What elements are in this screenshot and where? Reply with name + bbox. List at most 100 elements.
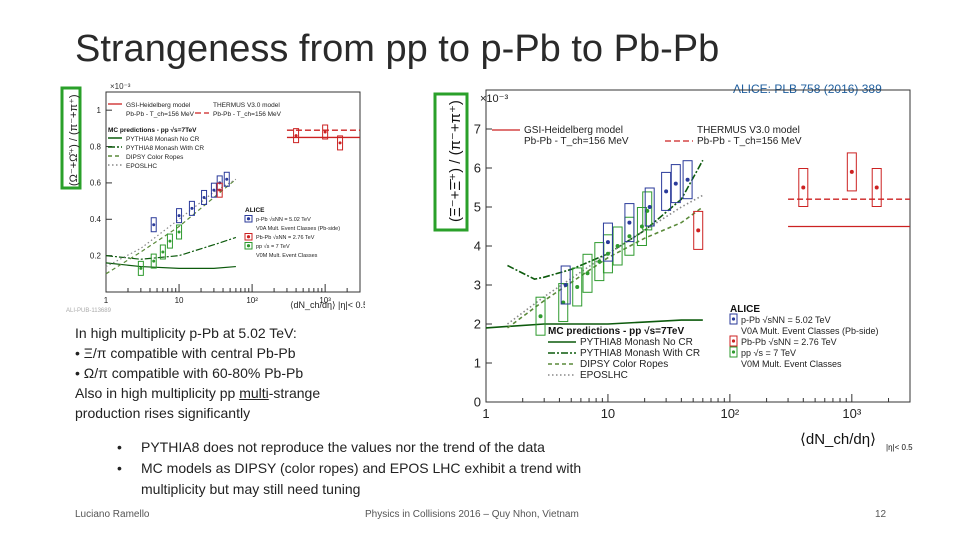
x-tick-label: 10 — [601, 406, 615, 421]
data-syst-box — [572, 267, 583, 307]
data-point — [597, 259, 602, 264]
legend-marker-point — [731, 339, 736, 343]
data-syst-box — [871, 168, 882, 207]
data-syst-box — [210, 182, 217, 198]
data-syst-box — [682, 160, 693, 200]
data-syst-box — [159, 244, 166, 260]
data-point — [639, 224, 644, 229]
x-axis-label: ⟨dN_ch/dη⟩ — [800, 431, 876, 448]
footer-conference: Physics in Collisions 2016 – Quy Nhon, V… — [365, 509, 579, 520]
x-tick-label: 10³ — [842, 406, 861, 421]
legend-label: PYTHIA8 Monash With CR — [126, 145, 204, 152]
data-point — [338, 141, 342, 145]
mc-model-curve — [506, 206, 704, 329]
data-syst-box — [322, 124, 329, 140]
legend-label: Pb-Pb - T_ch=156 MeV — [697, 136, 802, 147]
legend-label: V0A Mult. Event Classes (Pb-side) — [741, 326, 879, 336]
data-point — [874, 185, 879, 190]
legend-label: pp √s = 7 TeV — [256, 243, 290, 250]
data-syst-box — [150, 217, 157, 233]
y-tick-label: 5 — [474, 200, 481, 215]
y-tick-label: 0.4 — [90, 215, 102, 224]
data-point — [538, 314, 543, 319]
data-point — [563, 283, 568, 287]
x-tick-label: 1 — [104, 296, 109, 305]
data-syst-box — [166, 233, 173, 249]
plot-area: 0.2 0.4 0.6 0.8 1 1 10 10² 10³ — [90, 91, 361, 305]
data-syst-box — [216, 182, 223, 198]
bullet-item: multiplicity but may still need tuning — [141, 481, 361, 497]
data-syst-box — [612, 226, 623, 266]
data-syst-box — [661, 171, 672, 211]
data-syst-box — [176, 208, 183, 224]
data-syst-box — [535, 296, 546, 336]
data-syst-box — [670, 164, 681, 204]
data-point — [225, 177, 229, 181]
legend-label: PYTHIA8 Monash With CR — [580, 348, 700, 359]
x-tick-label: 1 — [482, 406, 489, 421]
data-syst-box — [137, 260, 144, 276]
data-point — [627, 234, 632, 239]
data-point — [152, 223, 156, 227]
legend-label: pp √s = 7 TeV — [741, 348, 796, 358]
x-tick-label: 10³ — [319, 296, 331, 305]
y-tick-label: 1 — [474, 356, 481, 371]
legend-label: Pb-Pb √sNN = 2.76 TeV — [256, 234, 315, 241]
y-tick-label: 0.2 — [90, 251, 102, 260]
data-syst-box — [693, 210, 704, 250]
legend-marker-box — [729, 313, 738, 325]
legend-label: EPOSLHC — [126, 163, 157, 170]
legend-label: PYTHIA8 Monash No CR — [126, 136, 200, 143]
reference-citation: ALICE: PLB 758 (2016) 389 — [733, 82, 882, 96]
data-point — [673, 181, 678, 186]
legend-marker-box — [244, 233, 253, 241]
data-syst-box — [223, 171, 230, 187]
data-point — [575, 284, 580, 289]
data-syst-box — [150, 253, 157, 269]
mc-model-curve — [507, 159, 704, 280]
legend-marker-point — [731, 317, 736, 321]
legend-marker-point — [246, 235, 251, 239]
legend-label: Pb-Pb - T_ch=156 MeV — [213, 111, 282, 118]
data-point — [849, 169, 854, 174]
data-point — [801, 185, 806, 190]
data-syst-box — [582, 253, 593, 293]
legend-label: GSI-Heidelberg model — [126, 102, 191, 109]
chart-legend: GSI-Heidelberg model Pb-Pb - T_ch=156 MeV… — [108, 102, 340, 259]
summary-text: In high multiplicity p-Pb at 5.02 TeV: •… — [75, 323, 435, 423]
legend-label: Pb-Pb - T_ch=156 MeV — [126, 111, 195, 118]
data-point — [177, 214, 181, 218]
data-syst-box — [337, 135, 344, 151]
y-tick-label: 2 — [474, 317, 481, 332]
omega-ratio-figure: (Ω⁻+Ω̄⁺) / (π⁻+π⁺) ×10⁻³ 0.2 0.4 0.6 0.8 1 1 1… — [60, 80, 368, 320]
y-tick-label: 4 — [474, 239, 481, 254]
text-line: • Ξ/π compatible with central Pb-Pb — [75, 345, 296, 361]
data-syst-box — [201, 189, 208, 205]
ylabel-highlight-box — [433, 92, 469, 232]
data-point — [605, 251, 610, 256]
legend-label: THERMUS V3.0 model — [213, 102, 280, 109]
data-point — [696, 228, 701, 233]
data-syst-box — [798, 168, 809, 207]
legend-label: THERMUS V3.0 model — [697, 125, 800, 136]
legend-label: p-Pb √sNN = 5.02 TeV — [741, 315, 831, 325]
data-syst-box — [624, 203, 635, 243]
legend-label: V0M Mult. Event Classes — [256, 253, 318, 259]
mc-model-curve — [485, 319, 703, 329]
data-point — [168, 239, 172, 243]
legend-label: Pb-Pb - T_ch=156 MeV — [524, 136, 629, 147]
legend-marker-box — [244, 215, 253, 223]
footer-author: Luciano Ramello — [75, 509, 150, 520]
legend-label: GSI-Heidelberg model — [524, 125, 623, 136]
legend-label: V0A Mult. Event Classes (Pb-side) — [256, 226, 340, 232]
y-tick-label: 3 — [474, 278, 481, 293]
data-point — [294, 134, 298, 138]
data-syst-box — [176, 224, 183, 240]
data-syst-box — [644, 187, 655, 227]
mc-model-curve — [105, 178, 237, 268]
legend-label: DIPSY Color Ropes — [126, 154, 184, 161]
legend-marker-box — [244, 242, 253, 250]
data-point — [202, 195, 206, 199]
legend-marker-point — [731, 350, 736, 354]
